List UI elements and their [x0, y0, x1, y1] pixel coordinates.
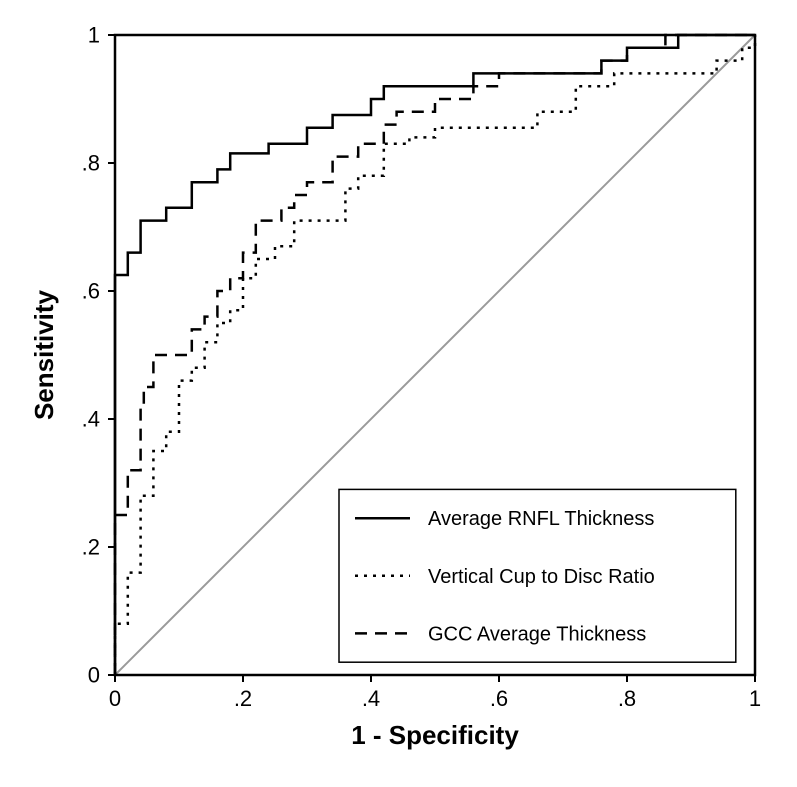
- svg-text:Vertical Cup to Disc Ratio: Vertical Cup to Disc Ratio: [428, 566, 655, 588]
- svg-text:1 - Specificity: 1 - Specificity: [351, 720, 519, 750]
- roc-chart: 0 .2 .4 .6 .8 1 0 .2 .4 .6 .8 1 1 - Specificity Sensi…: [0, 0, 797, 787]
- svg-text:1: 1: [749, 686, 761, 711]
- svg-text:.4: .4: [362, 686, 380, 711]
- svg-text:.8: .8: [618, 686, 636, 711]
- svg-text:Sensitivity: Sensitivity: [29, 289, 59, 420]
- svg-text:Average RNFL Thickness: Average RNFL Thickness: [428, 508, 654, 530]
- svg-text:0: 0: [109, 686, 121, 711]
- svg-text:.6: .6: [82, 279, 100, 304]
- svg-text:GCC Average Thickness: GCC Average Thickness: [428, 623, 646, 645]
- svg-text:0: 0: [88, 663, 100, 688]
- roc-svg: 0 .2 .4 .6 .8 1 0 .2 .4 .6 .8 1 1 - Specificity Sensi…: [0, 0, 797, 787]
- svg-text:.2: .2: [82, 535, 100, 560]
- svg-text:.8: .8: [82, 151, 100, 176]
- svg-text:1: 1: [88, 23, 100, 48]
- svg-text:.2: .2: [234, 686, 252, 711]
- svg-text:.4: .4: [82, 407, 100, 432]
- svg-text:.6: .6: [490, 686, 508, 711]
